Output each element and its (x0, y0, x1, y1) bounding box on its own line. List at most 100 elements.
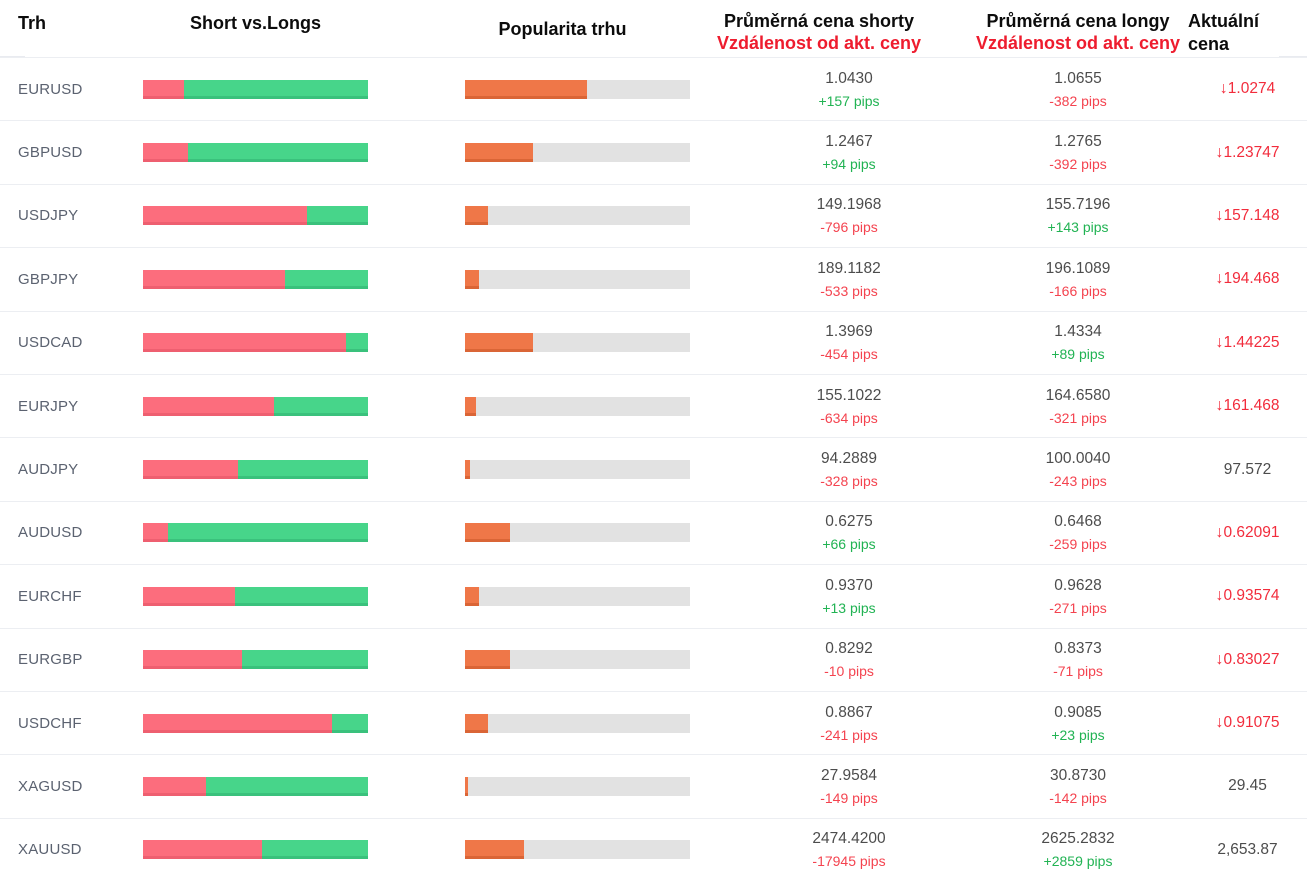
avg-long-price-cell: 0.8373 -71 pips (1008, 640, 1188, 679)
avg-short-price-title: Průměrná cena shorty (723, 11, 915, 31)
popularity-bar-track (465, 460, 690, 480)
short-vs-longs-cell (143, 333, 368, 353)
current-price-cell: 29.45 (1188, 777, 1307, 795)
arrow-down-icon: ↓ (1215, 143, 1224, 161)
avg-short-price-value: 1.2467 (825, 133, 873, 151)
table-row: XAUUSD 2474.4200 -17945 pips 2625.2832 +… (0, 817, 1307, 881)
table-row: EURCHF 0.9370 +13 pips 0.9628 -271 pips (0, 564, 1307, 627)
short-vs-longs-bar (143, 776, 368, 796)
short-distance-pips: -796 pips (820, 219, 878, 236)
longs-bar-segment (332, 713, 368, 733)
avg-long-price-value: 2625.2832 (1041, 830, 1115, 848)
short-vs-longs-cell (143, 840, 368, 860)
avg-short-price-value: 2474.4200 (812, 830, 886, 848)
current-price-value: 0.83027 (1223, 650, 1280, 668)
current-price-cell: ↓0.93574 (1188, 587, 1307, 605)
short-vs-longs-bar (143, 143, 368, 163)
current-price-cell: 2,653.87 (1188, 841, 1307, 859)
long-distance-pips: +143 pips (1047, 219, 1109, 236)
avg-short-price-cell: 94.2889 -328 pips (690, 450, 1008, 489)
table-row: GBPUSD 1.2467 +94 pips 1.2765 -392 pips (0, 120, 1307, 183)
short-vs-longs-bar (143, 396, 368, 416)
avg-long-price-cell: 100.0040 -243 pips (1008, 450, 1188, 489)
popularity-bar-fill (465, 586, 479, 606)
column-header-current-price: Aktuální cena (1188, 11, 1260, 54)
shorts-bar-segment (143, 79, 184, 99)
avg-long-price-value: 1.4334 (1054, 323, 1102, 341)
current-price-cell: ↓194.468 (1188, 270, 1307, 288)
avg-short-price-value: 155.1022 (816, 386, 882, 404)
popularity-bar-track (465, 396, 690, 416)
popularity-bar-fill (465, 79, 587, 99)
avg-short-price-cell: 1.3969 -454 pips (690, 323, 1008, 362)
short-vs-longs-cell (143, 396, 368, 416)
short-distance-pips: +94 pips (822, 156, 876, 173)
avg-long-price-cell: 1.4334 +89 pips (1008, 323, 1188, 362)
avg-short-distance-subtitle: Vzdálenost od akt. ceny (716, 33, 922, 53)
popularity-cell (465, 650, 690, 670)
current-price-value: 157.148 (1223, 206, 1280, 224)
arrow-down-icon: ↓ (1215, 333, 1224, 351)
short-vs-longs-bar (143, 460, 368, 480)
avg-long-price-value: 1.0655 (1054, 69, 1102, 87)
market-symbol: USDCAD (18, 334, 83, 352)
short-vs-longs-cell (143, 269, 368, 289)
table-row: AUDUSD 0.6275 +66 pips 0.6468 -259 pips (0, 500, 1307, 564)
avg-long-price-cell: 1.0655 -382 pips (1008, 70, 1188, 109)
avg-short-price-cell: 1.0430 +157 pips (690, 70, 1008, 109)
short-vs-longs-bar (143, 269, 368, 289)
short-vs-longs-cell (143, 650, 368, 670)
current-price-value: 194.468 (1223, 270, 1280, 288)
market-symbol: XAGUSD (18, 777, 83, 795)
market-symbol: GBPUSD (18, 144, 83, 162)
avg-short-price-cell: 0.9370 +13 pips (690, 577, 1008, 616)
popularity-bar-fill (465, 143, 533, 163)
current-price-cell: ↓1.23747 (1188, 144, 1307, 162)
long-distance-pips: +23 pips (1051, 726, 1105, 743)
popularity-bar-fill (465, 396, 477, 416)
avg-short-price-value: 0.6275 (825, 513, 873, 531)
shorts-bar-segment (143, 713, 332, 733)
shorts-bar-segment (143, 650, 242, 670)
avg-long-price-value: 196.1089 (1045, 259, 1111, 277)
shorts-bar-segment (143, 206, 308, 226)
table-row: EURJPY 155.1022 -634 pips 164.6580 -321 … (0, 373, 1307, 437)
avg-long-price-cell: 0.9628 -271 pips (1008, 577, 1188, 616)
current-price-value: 0.91075 (1223, 714, 1280, 732)
popularity-bar-track (465, 269, 690, 289)
avg-long-price-cell: 1.2765 -392 pips (1008, 133, 1188, 172)
short-vs-longs-cell (143, 713, 368, 733)
avg-short-price-cell: 149.1968 -796 pips (690, 196, 1008, 235)
long-distance-pips: -321 pips (1049, 409, 1107, 426)
short-distance-pips: -241 pips (820, 726, 878, 743)
short-vs-longs-bar (143, 79, 368, 99)
short-vs-longs-cell (143, 776, 368, 796)
table-row: USDCHF 0.8867 -241 pips 0.9085 +23 pips (0, 690, 1307, 754)
shorts-bar-segment (143, 269, 285, 289)
popularity-bar-fill (465, 523, 510, 543)
popularity-cell (465, 206, 690, 226)
avg-long-price-value: 164.6580 (1045, 386, 1111, 404)
avg-long-price-cell: 155.7196 +143 pips (1008, 196, 1188, 235)
current-price-value: 161.468 (1223, 397, 1280, 415)
popularity-bar-fill (465, 713, 488, 733)
popularity-bar-track (465, 523, 690, 543)
table-row: EURUSD 1.0430 +157 pips 1.0655 -382 pips (0, 57, 1307, 120)
avg-short-price-value: 1.3969 (825, 323, 873, 341)
avg-long-price-cell: 164.6580 -321 pips (1008, 387, 1188, 426)
short-distance-pips: -17945 pips (812, 853, 886, 870)
popularity-bar-track (465, 586, 690, 606)
popularity-bar-fill (465, 269, 479, 289)
avg-short-price-value: 27.9584 (820, 766, 878, 784)
current-price-value: 0.93574 (1223, 587, 1280, 605)
popularity-bar-track (465, 776, 690, 796)
table-row: GBPJPY 189.1182 -533 pips 196.1089 -166 … (0, 247, 1307, 310)
shorts-bar-segment (143, 333, 346, 353)
short-vs-longs-cell (143, 586, 368, 606)
popularity-cell (465, 586, 690, 606)
popularity-bar-track (465, 333, 690, 353)
shorts-bar-segment (143, 586, 236, 606)
popularity-bar-fill (465, 333, 533, 353)
current-price-cell: ↓157.148 (1188, 207, 1307, 225)
